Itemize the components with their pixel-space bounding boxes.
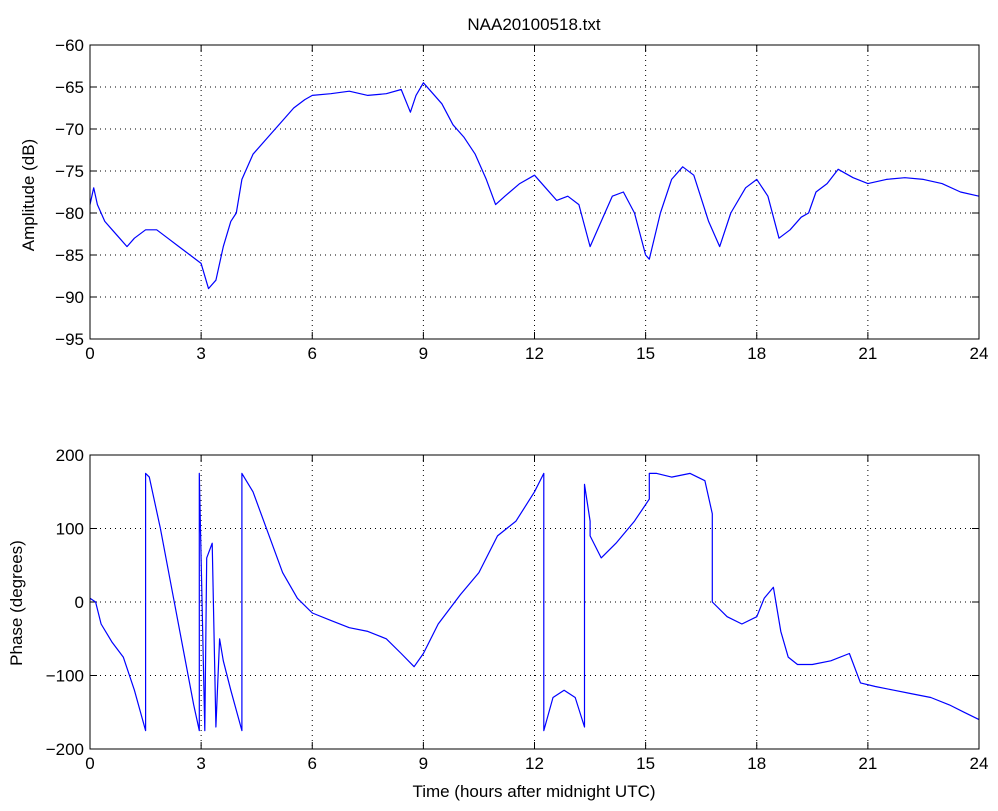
phase-y-tick-label: −200 (46, 740, 84, 759)
phase-x-tick-label: 21 (858, 754, 877, 773)
phase-y-tick-label: 100 (56, 520, 84, 539)
amplitude-x-tick-label: 18 (747, 344, 766, 363)
phase-x-tick-label: 9 (419, 754, 428, 773)
amplitude-x-tick-label: 15 (636, 344, 655, 363)
amplitude-plot-area (90, 45, 979, 339)
time-x-axis-label: Time (hours after midnight UTC) (412, 782, 655, 801)
amplitude-x-tick-label: 12 (525, 344, 544, 363)
amplitude-y-axis-label: Amplitude (dB) (19, 139, 38, 251)
amplitude-x-tick-label: 6 (308, 344, 317, 363)
amplitude-x-tick-label: 9 (419, 344, 428, 363)
phase-y-axis-label: Phase (degrees) (7, 540, 26, 666)
phase-y-tick-label: 0 (75, 593, 84, 612)
phase-series-line (89, 472, 980, 732)
phase-x-tick-label: 12 (525, 754, 544, 773)
amplitude-axes-frame (89, 44, 980, 340)
amplitude-x-tick-label: 3 (196, 344, 205, 363)
phase-x-tick-label: 24 (970, 754, 989, 773)
amplitude-panel: NAA20100518.txt Amplitude (dB) 0 3 6 9 12 15 1… (19, 15, 988, 363)
amplitude-y-tick-label: −60 (55, 36, 84, 55)
phase-x-tick-label: 3 (196, 754, 205, 773)
phase-panel: Phase (degrees) Time (hours after midnig… (7, 446, 988, 801)
amplitude-x-tick-label: 24 (970, 344, 989, 363)
phase-y-tick-label: 200 (56, 446, 84, 465)
amplitude-series-line (89, 82, 980, 290)
amplitude-y-tick-label: −90 (55, 288, 84, 307)
amplitude-y-tick-label: −65 (55, 78, 84, 97)
amplitude-y-tick-label: −95 (55, 330, 84, 349)
amplitude-y-tick-label: −70 (55, 120, 84, 139)
phase-x-tick-label: 15 (636, 754, 655, 773)
phase-axes-frame (89, 454, 980, 750)
amplitude-y-tick-label: −85 (55, 246, 84, 265)
chart-title: NAA20100518.txt (467, 15, 601, 34)
phase-y-tick-label: −100 (46, 667, 84, 686)
phase-x-tick-label: 6 (308, 754, 317, 773)
amplitude-y-tick-label: −80 (55, 204, 84, 223)
phase-x-tick-label: 18 (747, 754, 766, 773)
phase-x-tick-label: 0 (85, 754, 94, 773)
amplitude-x-tick-label: 21 (858, 344, 877, 363)
amplitude-x-tick-label: 0 (85, 344, 94, 363)
amplitude-y-tick-label: −75 (55, 162, 84, 181)
phase-grid (90, 455, 979, 749)
amplitude-grid (90, 45, 979, 339)
